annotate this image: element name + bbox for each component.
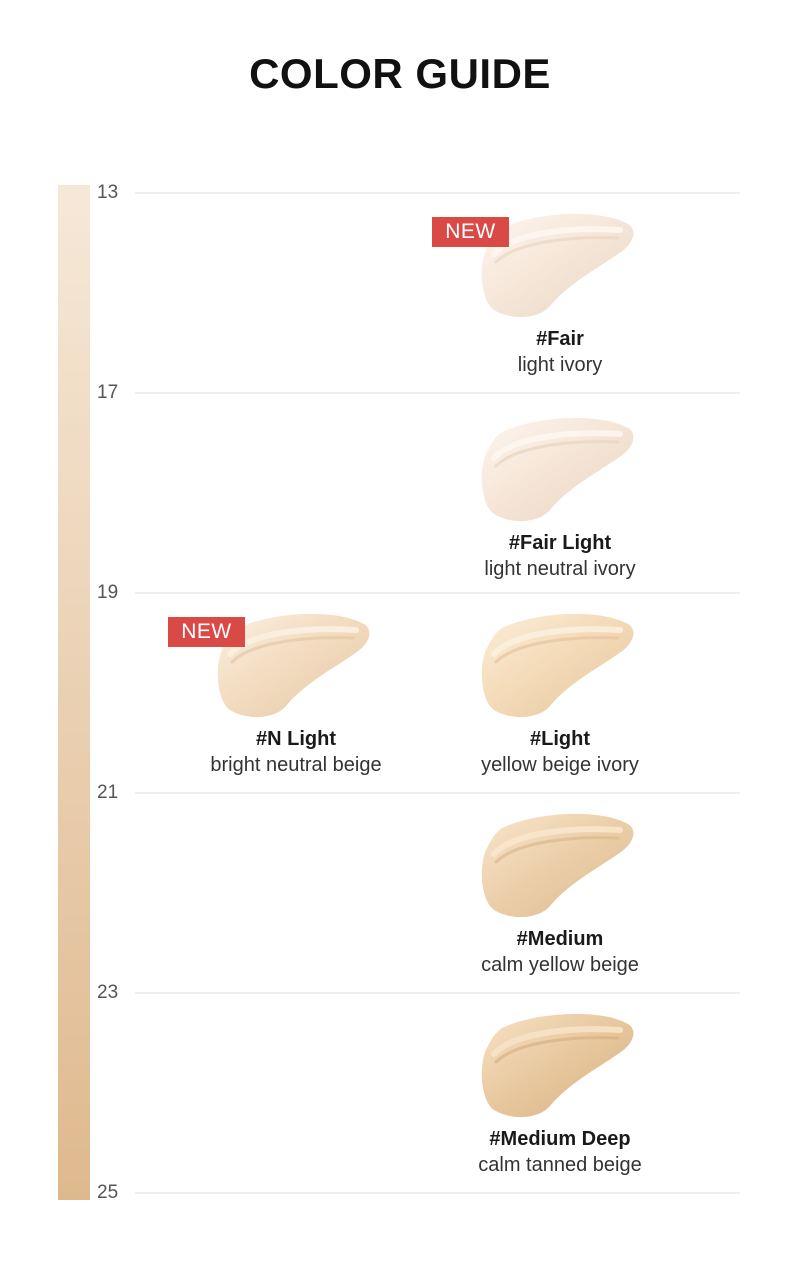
scale-line-25 [135, 1192, 740, 1194]
scale-line-21 [135, 792, 740, 794]
shade-card-fair[interactable]: NEW #Fair light ivory [430, 210, 690, 385]
swatch-ridge [491, 626, 623, 657]
swatch-ridge [491, 430, 623, 461]
swatch-medium-icon [481, 813, 634, 918]
shade-name: #Fair [536, 328, 584, 350]
swatch-ridge-shadow [494, 440, 620, 468]
shade-description: calm tanned beige [478, 1154, 642, 1176]
swatch-ridge [227, 626, 359, 657]
shade-card-light[interactable]: #Light yellow beige ivory [430, 610, 690, 785]
page-title: COLOR GUIDE [249, 50, 551, 97]
shade-card-medium[interactable]: #Medium calm yellow beige [430, 810, 690, 985]
scale-tick-label: 17 [97, 382, 119, 403]
shade-scale-gradient-bar [58, 185, 90, 1200]
scale-line-23 [135, 992, 740, 994]
shade-description: bright neutral beige [210, 754, 382, 776]
shade-name: #Medium Deep [489, 1128, 631, 1150]
shade-card-medium-deep[interactable]: #Medium Deep calm tanned beige [430, 1010, 690, 1185]
shade-description: light neutral ivory [484, 558, 636, 580]
new-badge: NEW [168, 617, 245, 647]
shade-description: calm yellow beige [481, 954, 639, 976]
shade-name: #Medium [516, 928, 604, 950]
shade-name: #N Light [256, 728, 336, 750]
scale-tick-label: 19 [97, 582, 119, 603]
scale-line-13 [135, 192, 740, 194]
swatch-medium-deep-icon [481, 1013, 634, 1118]
scale-tick-label: 13 [97, 182, 119, 203]
scale-line-17 [135, 392, 740, 394]
shade-description: yellow beige ivory [481, 754, 639, 776]
shade-name: #Fair Light [508, 532, 612, 554]
swatch-ridge-shadow [230, 636, 356, 664]
scale-tick-label: 21 [97, 782, 119, 803]
swatch-fair-light-icon [481, 417, 634, 522]
scale-line-19 [135, 592, 740, 594]
swatch-ridge-shadow [494, 1036, 620, 1064]
shade-name: #Light [530, 728, 590, 750]
swatch-ridge-shadow [494, 636, 620, 664]
shade-description: light ivory [517, 354, 603, 376]
shade-card-n-light[interactable]: NEW #N Light bright neutral beige [166, 610, 426, 785]
swatch-light-icon [481, 613, 634, 718]
swatch-ridge [491, 226, 623, 257]
swatch-n-light-icon [217, 613, 370, 718]
scale-tick-label: 25 [97, 1182, 119, 1203]
swatch-ridge-shadow [494, 836, 620, 864]
shade-card-fair-light[interactable]: #Fair Light light neutral ivory [430, 414, 690, 589]
swatch-ridge [491, 826, 623, 857]
swatch-ridge-shadow [494, 236, 620, 264]
swatch-ridge [491, 1026, 623, 1057]
scale-tick-label: 23 [97, 982, 119, 1003]
new-badge: NEW [432, 217, 509, 247]
swatch-fair-icon [481, 213, 634, 318]
